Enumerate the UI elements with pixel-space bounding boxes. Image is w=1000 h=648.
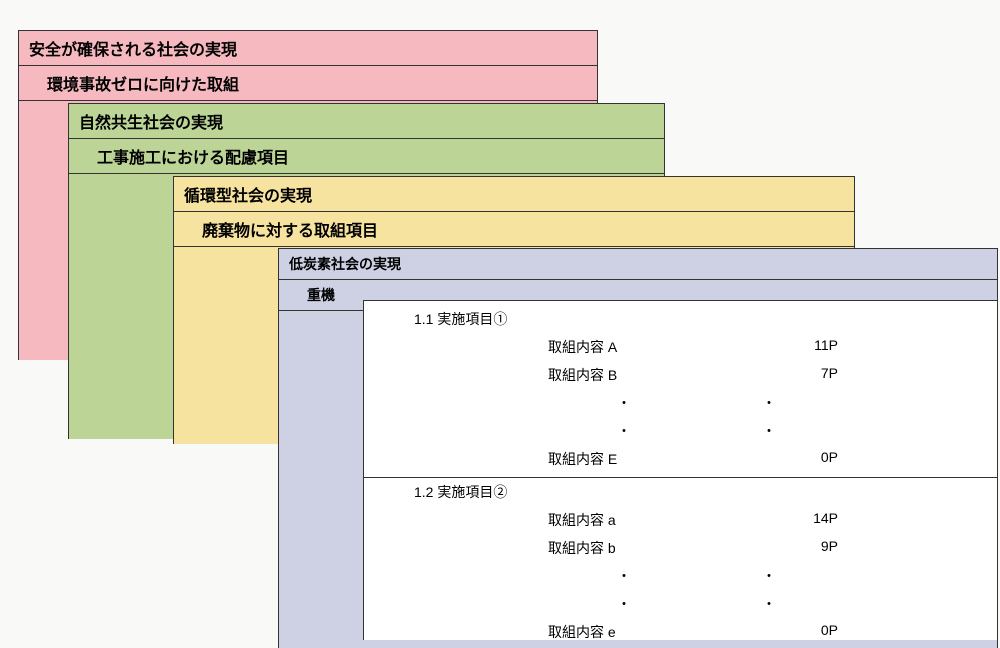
layer-recycle-subtitle: 廃棄物に対する取組項目 (174, 212, 854, 247)
layer-safety-title: 安全が確保される社会の実現 (19, 31, 597, 66)
layer-safety-subtitle: 環境事故ゼロに向けた取組 (19, 66, 597, 101)
item-row: 取組内容 e 0P (364, 618, 997, 646)
section-header-1: 1.1 実施項目① (364, 301, 997, 333)
item-label: 取組内容 A (414, 337, 748, 357)
item-value: ・ (724, 566, 814, 586)
item-row: ・ ・ (364, 562, 997, 590)
item-row: ・ ・ (364, 590, 997, 618)
layer-nature-subtitle: 工事施工における配慮項目 (69, 139, 664, 174)
item-value: 7P (748, 365, 838, 385)
item-value: ・ (724, 393, 814, 413)
item-row: 取組内容 b 9P (364, 534, 997, 562)
item-value: ・ (724, 594, 814, 614)
item-label: 取組内容 b (414, 538, 748, 558)
item-label: 取組内容 e (414, 622, 748, 642)
item-row: 取組内容 A 11P (364, 333, 997, 361)
item-value: 0P (748, 449, 838, 469)
section-header-2: 1.2 実施項目② (364, 478, 997, 506)
item-value: 14P (748, 510, 838, 530)
item-row: 取組内容 a 14P (364, 506, 997, 534)
item-row: 取組内容 E 0P (364, 445, 997, 473)
item-label: ・ (414, 594, 724, 614)
item-value: 0P (748, 622, 838, 642)
item-label: 取組内容 a (414, 510, 748, 530)
item-row: 取組内容 B 7P (364, 361, 997, 389)
item-value: 11P (748, 337, 838, 357)
item-value: ・ (724, 421, 814, 441)
layer-recycle-title: 循環型社会の実現 (174, 177, 854, 212)
item-value: 9P (748, 538, 838, 558)
item-row: ・ ・ (364, 389, 997, 417)
item-row: ・ ・ (364, 417, 997, 445)
item-label: 取組内容 E (414, 449, 748, 469)
item-label: ・ (414, 393, 724, 413)
item-label: ・ (414, 421, 724, 441)
item-label: ・ (414, 566, 724, 586)
item-label: 取組内容 B (414, 365, 748, 385)
content-panel: 1.1 実施項目① 取組内容 A 11P 取組内容 B 7P ・ ・ ・ ・ 取… (363, 300, 998, 640)
layer-lowcarbon-title: 低炭素社会の実現 (279, 249, 997, 280)
layer-nature-title: 自然共生社会の実現 (69, 104, 664, 139)
